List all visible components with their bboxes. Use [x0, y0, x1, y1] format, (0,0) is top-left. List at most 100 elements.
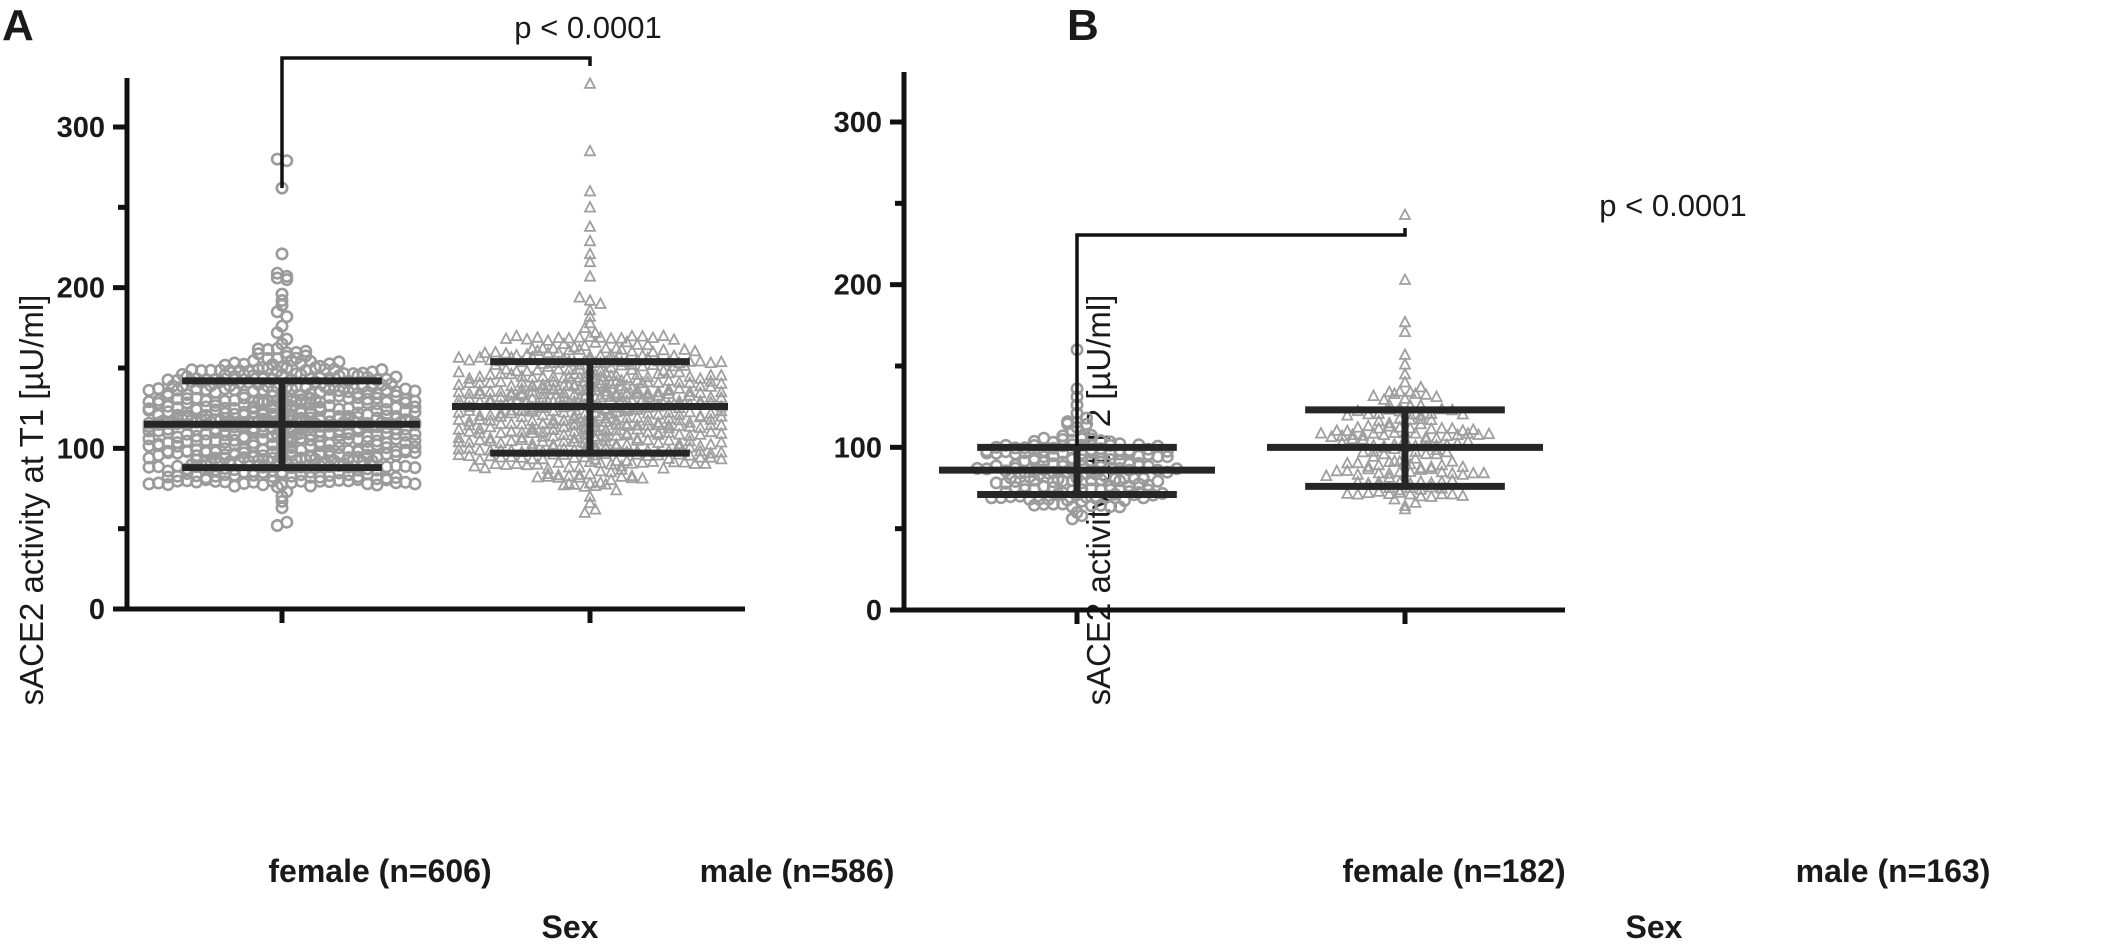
- data-point: [1445, 466, 1459, 479]
- data-point: [588, 452, 602, 465]
- data-point: [667, 358, 681, 372]
- data-point: [683, 428, 697, 441]
- data-point: [1393, 384, 1407, 397]
- data-point: [1388, 425, 1401, 438]
- data-point: [672, 375, 686, 388]
- data-point: [1419, 387, 1433, 400]
- data-point: [515, 432, 529, 446]
- data-point: [699, 456, 712, 469]
- data-point: [1393, 485, 1407, 498]
- data-point: [693, 420, 707, 433]
- data-point: [515, 409, 529, 423]
- data-point: [678, 358, 691, 371]
- data-point: [604, 472, 618, 486]
- data-point: [599, 387, 613, 400]
- data-point: [678, 455, 691, 468]
- data-point: [578, 505, 592, 518]
- data-point: [636, 471, 649, 484]
- data-point: [180, 396, 194, 410]
- swarm-female: [142, 152, 422, 532]
- data-point: [594, 376, 607, 389]
- data-point: [704, 374, 718, 387]
- mean-sd-bars: [1267, 406, 1543, 490]
- data-point: [265, 438, 279, 452]
- data-point: [1398, 272, 1412, 285]
- data-point: [1398, 375, 1412, 388]
- panel-b-letter: B: [1067, 1, 1099, 50]
- data-point: [1356, 428, 1370, 441]
- data-point: [494, 384, 508, 397]
- data-point: [473, 408, 487, 421]
- data-point: [683, 433, 697, 447]
- data-point: [494, 425, 508, 439]
- data-point: [1414, 379, 1428, 393]
- data-point: [583, 302, 597, 316]
- data-point: [583, 200, 597, 213]
- data-point: [1314, 426, 1328, 439]
- data-point: [604, 406, 618, 419]
- data-point: [1382, 466, 1396, 479]
- data-point: [641, 369, 655, 383]
- data-point: [630, 418, 644, 431]
- data-point: [646, 454, 660, 467]
- data-point: [1351, 467, 1365, 480]
- data-point: [594, 408, 607, 422]
- data-point: [704, 390, 718, 403]
- data-point: [693, 450, 707, 463]
- data-point: [1398, 207, 1412, 220]
- data-point: [408, 446, 422, 460]
- data-point: [662, 405, 676, 418]
- data-point: [557, 434, 571, 447]
- data-point: [1430, 389, 1443, 403]
- data-point: [583, 329, 597, 343]
- data-point: [1372, 421, 1386, 434]
- data-point: [678, 342, 691, 355]
- data-point: [280, 273, 294, 287]
- panel-a-letter: A: [2, 1, 34, 50]
- data-point: [683, 415, 697, 428]
- data-point: [1367, 444, 1380, 457]
- data-point: [583, 219, 597, 232]
- data-point: [483, 413, 497, 426]
- data-point: [651, 384, 665, 398]
- data-point: [1472, 427, 1485, 440]
- data-point: [1382, 419, 1396, 432]
- data-point: [515, 381, 529, 395]
- data-point: [494, 409, 508, 422]
- data-point: [1367, 426, 1380, 439]
- data-point: [1325, 429, 1338, 443]
- data-point: [462, 371, 476, 384]
- data-point: [625, 456, 639, 469]
- data-point: [1477, 465, 1491, 479]
- data-point: [520, 363, 534, 377]
- data-point: [370, 478, 384, 492]
- data-point: [280, 310, 294, 324]
- data-point: [408, 440, 422, 454]
- data-point: [625, 344, 639, 357]
- data-point: [630, 382, 644, 395]
- data-point: [280, 515, 294, 529]
- data-point: [499, 457, 513, 470]
- data-point: [541, 378, 555, 391]
- data-point: [1356, 432, 1370, 445]
- data-point: [1430, 446, 1443, 460]
- data-point: [646, 344, 660, 358]
- data-point: [662, 418, 676, 431]
- panel-b: B sACE2 activity at T2 [µU/ml] Sex femal…: [834, 1, 1991, 945]
- data-point: [452, 405, 466, 418]
- data-point: [630, 384, 644, 398]
- data-point: [672, 412, 686, 426]
- data-point: [599, 380, 613, 393]
- data-point: [620, 453, 634, 467]
- data-point: [462, 386, 476, 399]
- data-point: [1346, 431, 1359, 445]
- data-point: [630, 367, 644, 380]
- panel-a-category-male: male (n=586): [700, 853, 895, 889]
- data-point: [1466, 422, 1480, 435]
- data-point: [1382, 454, 1396, 468]
- data-point: [557, 413, 571, 427]
- data-point: [1440, 444, 1454, 458]
- data-point: [620, 334, 634, 348]
- data-point: [672, 381, 686, 394]
- data-point: [704, 412, 718, 425]
